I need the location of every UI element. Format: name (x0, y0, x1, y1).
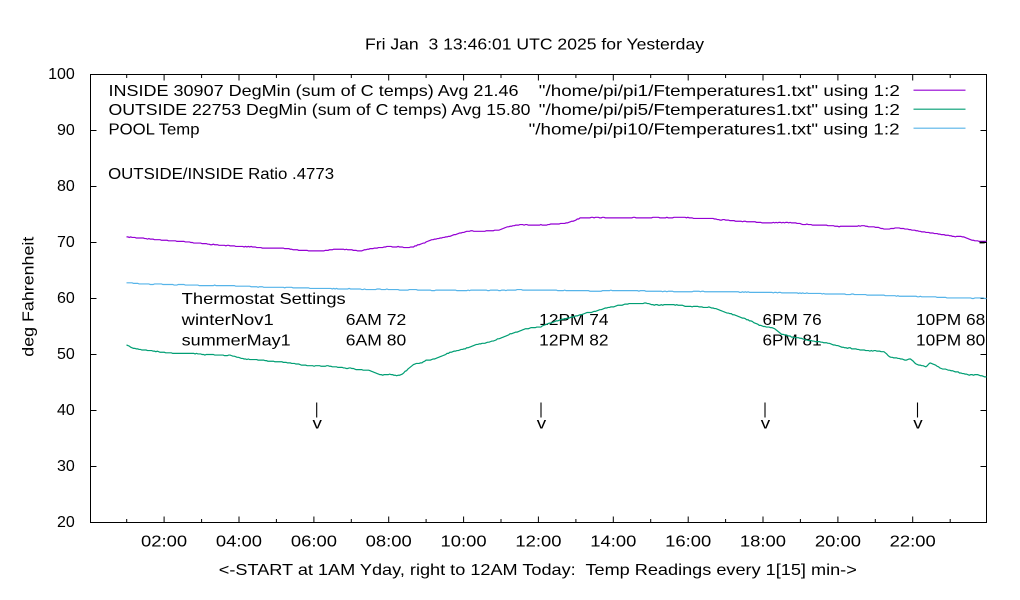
svg-text:10:00: 10:00 (441, 534, 487, 551)
svg-text:30: 30 (57, 458, 75, 475)
svg-text:v: v (913, 416, 922, 433)
svg-text:18:00: 18:00 (740, 534, 786, 551)
svg-text:6PM 81: 6PM 81 (763, 333, 822, 350)
svg-text:02:00: 02:00 (141, 534, 187, 551)
svg-text:06:00: 06:00 (291, 534, 337, 551)
svg-text:"/home/pi/pi1/Ftemperatures1.t: "/home/pi/pi1/Ftemperatures1.txt" using … (539, 83, 900, 100)
svg-text:60: 60 (57, 290, 75, 307)
svg-text:6AM 72: 6AM 72 (346, 312, 407, 329)
svg-text:<-START at 1AM Yday, right to: <-START at 1AM Yday, right to 12AM Today… (219, 562, 857, 579)
svg-text:20:00: 20:00 (815, 534, 861, 551)
svg-text:90: 90 (57, 122, 75, 139)
svg-text:OUTSIDE/INSIDE Ratio .4773: OUTSIDE/INSIDE Ratio .4773 (108, 166, 334, 183)
svg-text:6PM 76: 6PM 76 (763, 312, 822, 329)
svg-text:deg Fahrenheit: deg Fahrenheit (21, 236, 38, 357)
svg-text:winterNov1: winterNov1 (181, 312, 274, 329)
svg-text:50: 50 (57, 346, 75, 363)
svg-text:20: 20 (57, 514, 75, 531)
svg-text:40: 40 (57, 402, 75, 419)
svg-text:12PM 82: 12PM 82 (539, 333, 608, 350)
svg-text:INSIDE 30907 DegMin (sum of C: INSIDE 30907 DegMin (sum of C temps) Avg… (109, 83, 519, 100)
svg-text:12:00: 12:00 (515, 534, 561, 551)
svg-text:POOL Temp: POOL Temp (109, 121, 200, 138)
svg-text:22:00: 22:00 (890, 534, 936, 551)
svg-text:14:00: 14:00 (590, 534, 636, 551)
svg-text:100: 100 (48, 66, 75, 83)
svg-text:6AM 80: 6AM 80 (346, 333, 407, 350)
svg-text:04:00: 04:00 (216, 534, 262, 551)
svg-text:08:00: 08:00 (366, 534, 412, 551)
svg-text:"/home/pi/pi10/Ftemperatures1.: "/home/pi/pi10/Ftemperatures1.txt" using… (529, 121, 900, 138)
svg-text:summerMay1: summerMay1 (182, 333, 291, 350)
svg-text:OUTSIDE 22753 DegMin (sum of C: OUTSIDE 22753 DegMin (sum of C temps) Av… (109, 102, 531, 119)
svg-text:12PM 74: 12PM 74 (539, 312, 608, 329)
svg-text:v: v (761, 416, 770, 433)
svg-text:70: 70 (57, 234, 75, 251)
svg-text:16:00: 16:00 (665, 534, 711, 551)
svg-text:80: 80 (57, 178, 75, 195)
svg-text:v: v (313, 416, 322, 433)
svg-text:v: v (537, 416, 546, 433)
svg-text:10PM 80: 10PM 80 (916, 333, 985, 350)
svg-text:10PM 68: 10PM 68 (916, 312, 985, 329)
svg-text:"/home/pi/pi5/Ftemperatures1.t: "/home/pi/pi5/Ftemperatures1.txt" using … (539, 102, 900, 119)
svg-text:Fri Jan 3 13:46:01 UTC 2025 f: Fri Jan 3 13:46:01 UTC 2025 for Yesterda… (365, 37, 704, 54)
svg-text:Thermostat Settings: Thermostat Settings (182, 291, 346, 308)
